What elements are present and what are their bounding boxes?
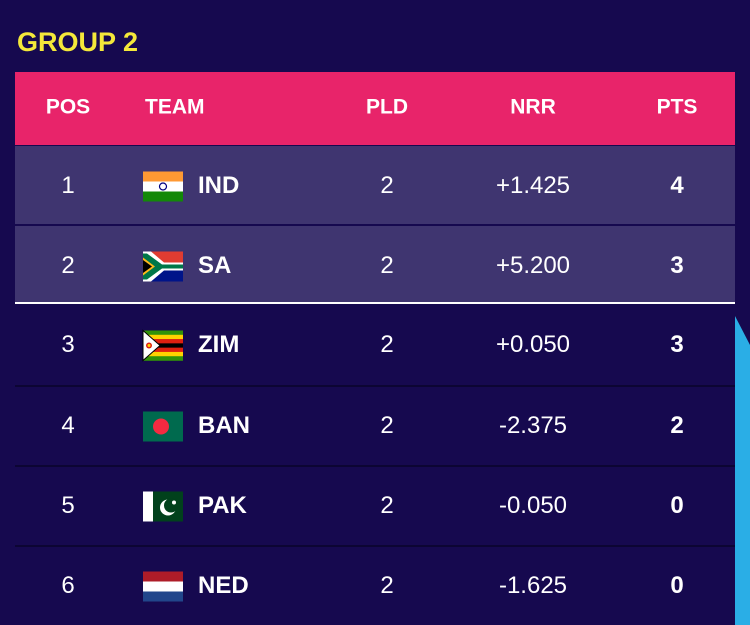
cell-pld: 2 xyxy=(380,412,393,439)
flag-part xyxy=(143,343,183,348)
row-divider xyxy=(15,385,735,387)
cell-pts: 2 xyxy=(670,412,683,439)
group-title: GROUP 2 xyxy=(17,27,138,57)
column-header: TEAM xyxy=(145,96,205,119)
flag-part xyxy=(143,571,183,582)
cell-nrr: -0.050 xyxy=(499,492,567,519)
flag xyxy=(143,491,183,522)
flag-part xyxy=(143,491,153,522)
flag xyxy=(143,171,183,202)
cell-team: PAK xyxy=(198,492,248,519)
row-divider xyxy=(15,545,735,547)
row-divider xyxy=(15,302,735,304)
cell-pos: 2 xyxy=(61,252,74,279)
cell-nrr: +5.200 xyxy=(496,252,570,279)
flag-part xyxy=(164,498,178,513)
cell-nrr: +1.425 xyxy=(496,172,570,199)
flag-part xyxy=(143,347,183,353)
cell-team: BAN xyxy=(198,412,250,439)
cell-team: NED xyxy=(198,572,249,599)
cell-pos: 3 xyxy=(61,331,74,358)
flag-part xyxy=(143,334,183,340)
flag-part xyxy=(143,591,183,602)
flag-part xyxy=(143,191,183,202)
flag-part xyxy=(143,260,152,273)
cell-pld: 2 xyxy=(380,172,393,199)
row-highlight xyxy=(15,226,735,302)
cell-team: IND xyxy=(198,172,239,199)
cell-pts: 3 xyxy=(670,331,683,358)
cell-nrr: +0.050 xyxy=(496,331,570,358)
row-divider xyxy=(15,465,735,467)
cell-team: ZIM xyxy=(198,331,239,358)
cell-team: SA xyxy=(198,252,231,279)
flag-part xyxy=(147,344,151,347)
column-header: POS xyxy=(46,96,90,119)
cell-pld: 2 xyxy=(380,492,393,519)
cell-pld: 2 xyxy=(380,252,393,279)
cell-nrr: -2.375 xyxy=(499,412,567,439)
flag-part xyxy=(153,418,169,435)
cell-pos: 6 xyxy=(61,572,74,599)
column-header: NRR xyxy=(510,96,556,119)
cell-pts: 4 xyxy=(670,172,684,199)
cell-pos: 4 xyxy=(61,412,74,439)
flag-part xyxy=(143,581,183,592)
cell-pts: 0 xyxy=(670,572,683,599)
flag-part xyxy=(143,253,183,280)
header-row xyxy=(15,72,735,145)
flag-part xyxy=(143,339,183,344)
row-highlight xyxy=(15,146,735,224)
flag xyxy=(143,411,183,442)
flag-part xyxy=(143,330,183,336)
flag xyxy=(143,571,183,602)
cell-pts: 0 xyxy=(670,492,683,519)
column-header: PTS xyxy=(657,96,698,119)
flag xyxy=(142,329,183,362)
flag-part xyxy=(143,351,183,357)
flag xyxy=(143,251,183,282)
cell-pos: 1 xyxy=(61,172,74,199)
cell-pld: 2 xyxy=(380,331,393,358)
flag-part xyxy=(143,171,183,182)
cell-pld: 2 xyxy=(380,572,393,599)
flag-part xyxy=(143,181,183,192)
column-header: PLD xyxy=(366,96,408,119)
flag-part xyxy=(172,500,176,505)
cell-nrr: -1.625 xyxy=(499,572,567,599)
decoration xyxy=(735,316,750,625)
cell-pts: 3 xyxy=(670,252,683,279)
flag-part xyxy=(143,356,183,361)
cell-pos: 5 xyxy=(61,492,74,519)
flag-part xyxy=(158,182,168,191)
